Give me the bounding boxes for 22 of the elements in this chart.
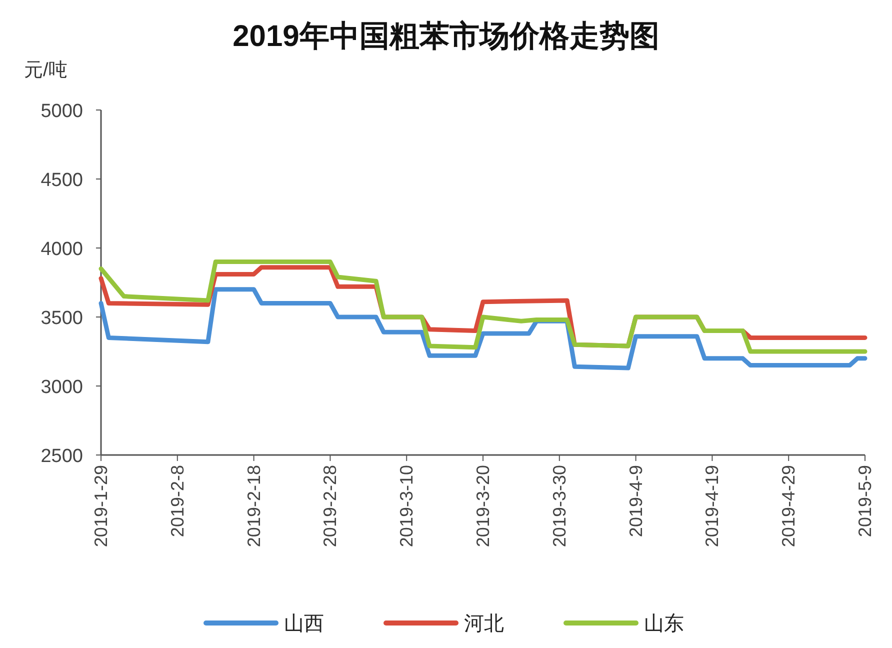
x-tick-label: 2019-4-19 <box>702 465 722 548</box>
x-tick-label: 2019-2-28 <box>320 465 340 548</box>
x-tick-label: 2019-5-9 <box>855 465 875 538</box>
y-tick-label: 5000 <box>40 101 83 122</box>
legend-label: 河北 <box>464 613 504 635</box>
x-tick-label: 2019-3-10 <box>396 465 417 548</box>
legend-label: 山东 <box>644 613 684 635</box>
x-tick-label: 2019-3-30 <box>549 465 570 548</box>
x-tick-label: 2019-1-29 <box>91 465 111 548</box>
x-tick-label: 2019-4-29 <box>778 465 799 548</box>
y-tick-label: 4000 <box>40 239 83 260</box>
x-tick-label: 2019-2-8 <box>167 465 188 538</box>
x-tick-label: 2019-3-20 <box>473 465 493 548</box>
chart-title: 2019年中国粗苯市场价格走势图 <box>232 19 660 53</box>
y-tick-label: 3500 <box>40 308 83 329</box>
y-tick-label: 2500 <box>40 446 83 467</box>
x-tick-label: 2019-4-9 <box>626 465 646 538</box>
y-tick-label: 4500 <box>40 170 83 191</box>
legend-label: 山西 <box>284 613 324 635</box>
y-tick-label: 3000 <box>40 377 83 398</box>
y-axis-title: 元/吨 <box>24 60 68 81</box>
x-tick-label: 2019-2-18 <box>244 465 264 548</box>
